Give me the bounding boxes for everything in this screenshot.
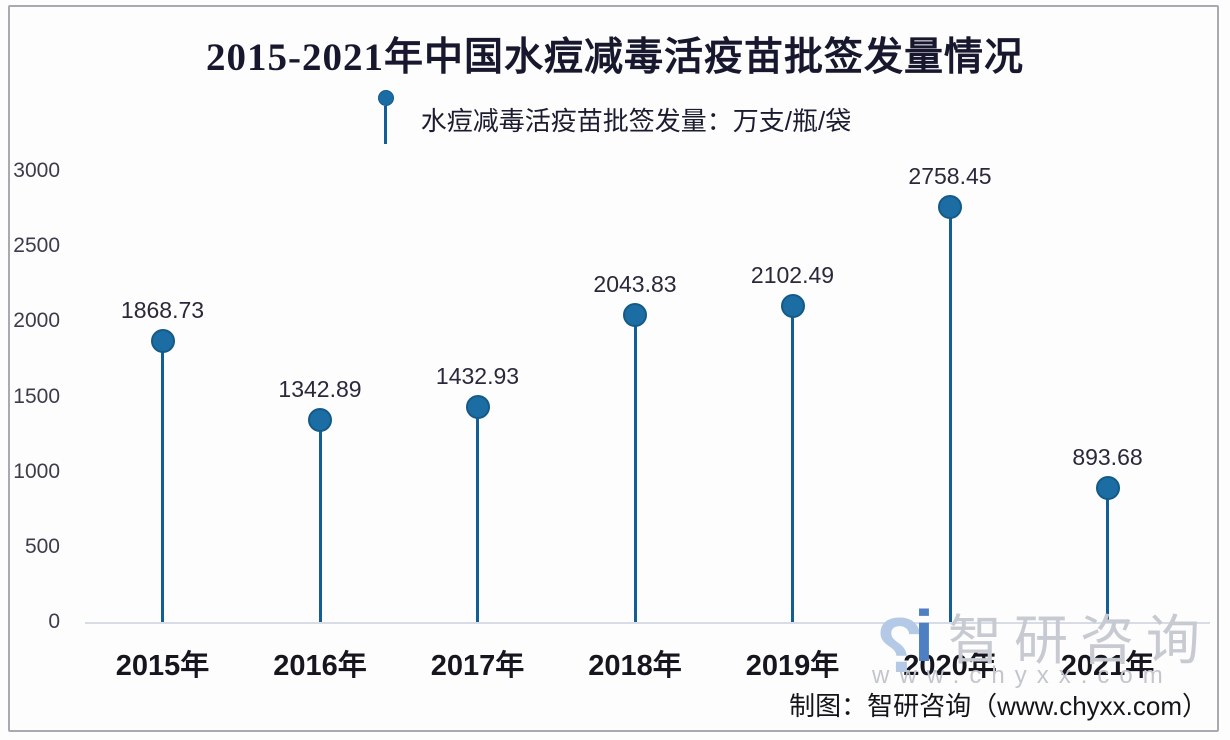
data-point-marker xyxy=(780,293,805,318)
y-axis-tick-label: 0 xyxy=(48,610,60,633)
data-point-value-label: 2043.83 xyxy=(593,270,677,297)
lollipop-stem xyxy=(318,420,322,622)
legend-label: 水痘减毒活疫苗批签发量：万支/瓶/袋 xyxy=(420,106,852,136)
data-point-marker xyxy=(465,394,490,419)
x-axis-category-label: 2016年 xyxy=(273,650,367,682)
x-axis-baseline xyxy=(85,622,1210,624)
credit-caption: 制图：智研咨询（www.chyxx.com） xyxy=(789,691,1208,721)
x-axis-category-label: 2021年 xyxy=(1060,650,1155,682)
data-point-marker xyxy=(1095,475,1120,500)
lollipop-stem xyxy=(1106,487,1109,622)
x-axis-category-label: 2017年 xyxy=(430,650,525,682)
lollipop-stem xyxy=(948,207,952,622)
data-point-value-label: 1868.73 xyxy=(120,297,205,324)
data-point-marker xyxy=(150,329,175,354)
data-point-value-label: 893.68 xyxy=(1072,443,1143,470)
x-axis-category-label: 2020年 xyxy=(903,650,997,682)
lollipop-marker-icon xyxy=(377,90,394,144)
y-axis-tick-label: 1000 xyxy=(13,459,60,483)
y-axis-tick-label: 1500 xyxy=(13,384,60,408)
x-axis-category-label: 2018年 xyxy=(588,650,682,682)
data-point-marker xyxy=(938,195,962,220)
y-axis-tick-label: 500 xyxy=(24,534,60,558)
data-point-marker xyxy=(623,302,647,327)
y-axis-tick-label: 3000 xyxy=(13,159,60,182)
y-axis-tick-label: 2000 xyxy=(13,309,60,333)
x-axis-category-label: 2015年 xyxy=(115,650,210,682)
lollipop-stem xyxy=(476,406,479,622)
legend-marker-stem xyxy=(384,106,388,144)
data-point-value-label: 1342.89 xyxy=(278,376,362,403)
lollipop-stem xyxy=(633,314,637,622)
data-point-value-label: 2102.49 xyxy=(750,261,835,288)
legend: 水痘减毒活疫苗批签发量：万支/瓶/袋 xyxy=(0,90,1230,144)
data-point-marker xyxy=(308,408,332,433)
data-point-value-label: 1432.93 xyxy=(435,362,520,389)
lollipop-stem xyxy=(791,305,794,622)
x-axis-category-label: 2019年 xyxy=(745,650,840,682)
data-point-value-label: 2758.45 xyxy=(908,163,992,190)
y-axis-tick-label: 2500 xyxy=(13,234,60,258)
chart-title: 2015-2021年中国水痘减毒活疫苗批签发量情况 xyxy=(206,36,1024,79)
legend-marker-circle xyxy=(377,90,394,106)
lollipop-stem xyxy=(161,341,164,622)
